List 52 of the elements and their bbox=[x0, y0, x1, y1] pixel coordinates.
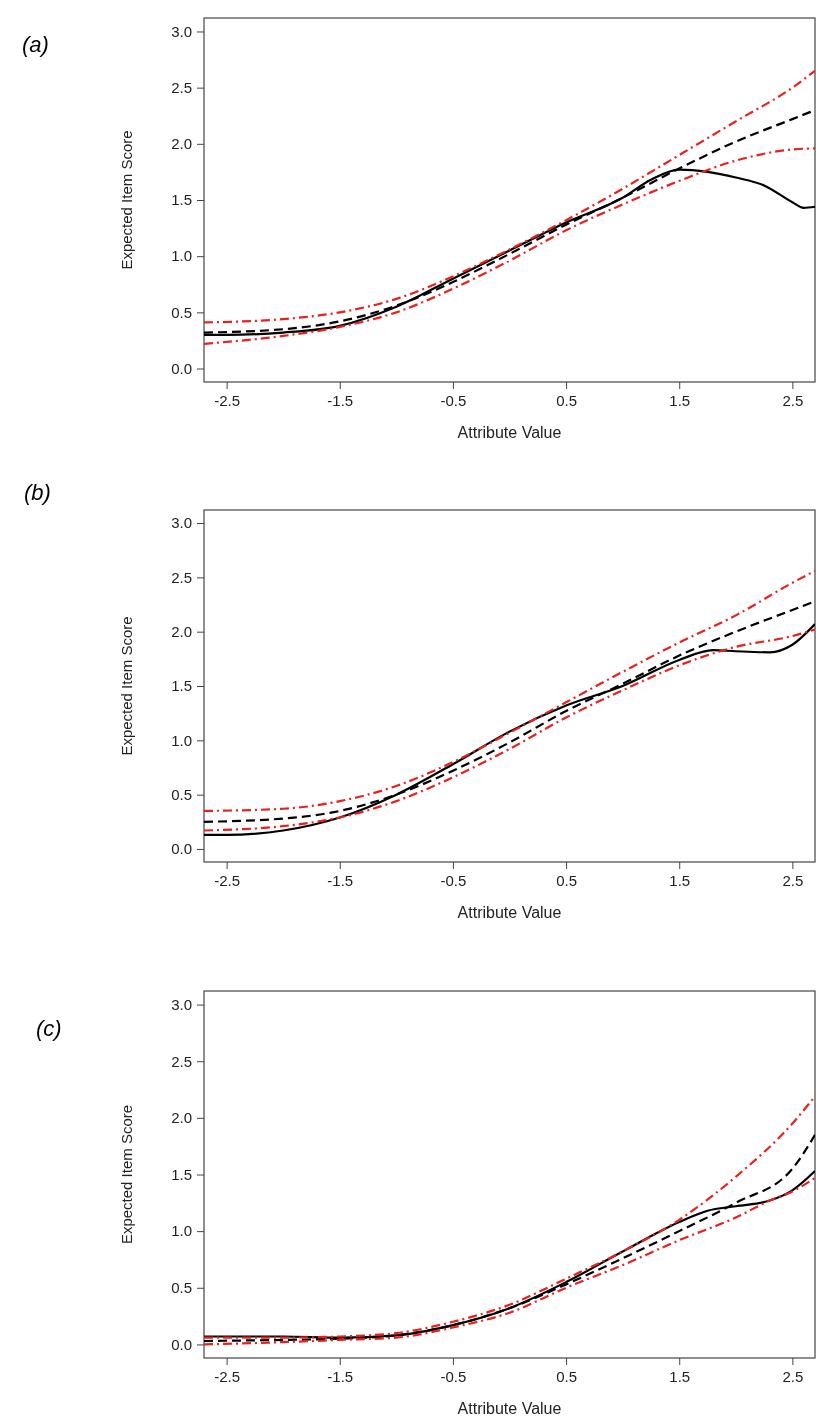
x-tick-label: -1.5 bbox=[327, 391, 354, 409]
x-tick-label: -2.5 bbox=[214, 391, 241, 409]
y-axis-title: Expected Item Score bbox=[118, 1104, 135, 1245]
y-tick-label: 1.5 bbox=[171, 1165, 192, 1183]
line-series bbox=[204, 69, 815, 324]
y-tick-label: 2.5 bbox=[171, 1052, 192, 1070]
text: (a) bbox=[22, 32, 49, 57]
x-tick-label: 0.5 bbox=[556, 871, 577, 889]
x-tick-label: -1.5 bbox=[327, 871, 354, 889]
x-tick-label: 0.5 bbox=[556, 391, 577, 409]
y-tick-label: 0.5 bbox=[171, 785, 192, 803]
x-tick-label: -0.5 bbox=[440, 871, 467, 889]
y-tick-label: 1.5 bbox=[171, 191, 192, 209]
x-tick-label: -0.5 bbox=[440, 1367, 467, 1385]
x-tick-label: -0.5 bbox=[440, 391, 467, 409]
x-tick-label: 0.5 bbox=[556, 1367, 577, 1385]
x-tick-label: -2.5 bbox=[214, 871, 241, 889]
line-series bbox=[204, 1133, 815, 1343]
x-tick-label: -2.5 bbox=[214, 1367, 241, 1385]
y-axis-title: Expected Item Score bbox=[118, 616, 135, 756]
y-tick-label: 2.0 bbox=[171, 622, 192, 640]
x-tick-label: 2.5 bbox=[782, 391, 804, 409]
x-axis-title: Attribute Value bbox=[457, 1400, 562, 1417]
y-tick-label: 0.0 bbox=[171, 1335, 192, 1353]
x-tick-label: 1.5 bbox=[669, 871, 691, 889]
x-axis-title: Attribute Value bbox=[457, 424, 562, 441]
y-tick-label: 2.0 bbox=[171, 1109, 192, 1127]
y-axis-title: Expected Item Score bbox=[118, 130, 135, 270]
y-tick-label: 0.5 bbox=[171, 1279, 192, 1297]
y-tick-label: 1.0 bbox=[171, 1222, 192, 1240]
y-tick-label: 3.0 bbox=[171, 995, 192, 1013]
y-tick-label: 0.0 bbox=[171, 840, 192, 858]
x-tick-label: -1.5 bbox=[327, 1367, 354, 1385]
x-tick-label: 1.5 bbox=[669, 391, 691, 409]
x-tick-label: 2.5 bbox=[782, 1367, 804, 1385]
y-tick-label: 2.5 bbox=[171, 568, 192, 586]
line-series bbox=[204, 147, 815, 345]
x-tick-label: 1.5 bbox=[669, 1367, 691, 1385]
y-tick-label: 1.0 bbox=[171, 731, 192, 749]
text: (c) bbox=[36, 1016, 62, 1041]
y-tick-label: 3.0 bbox=[171, 22, 192, 40]
chart-title: (b) bbox=[24, 480, 51, 505]
y-tick-label: 0.0 bbox=[171, 359, 192, 377]
x-tick-label: 2.5 bbox=[782, 871, 804, 889]
y-tick-label: 1.0 bbox=[171, 247, 192, 265]
x-axis-title: Attribute Value bbox=[457, 904, 562, 921]
y-tick-label: 1.5 bbox=[171, 677, 192, 695]
y-tick-label: 2.5 bbox=[171, 78, 192, 96]
y-tick-label: 2.0 bbox=[171, 135, 192, 153]
y-tick-label: 3.0 bbox=[171, 514, 192, 532]
line-series bbox=[204, 569, 815, 813]
y-tick-label: 0.5 bbox=[171, 303, 192, 321]
